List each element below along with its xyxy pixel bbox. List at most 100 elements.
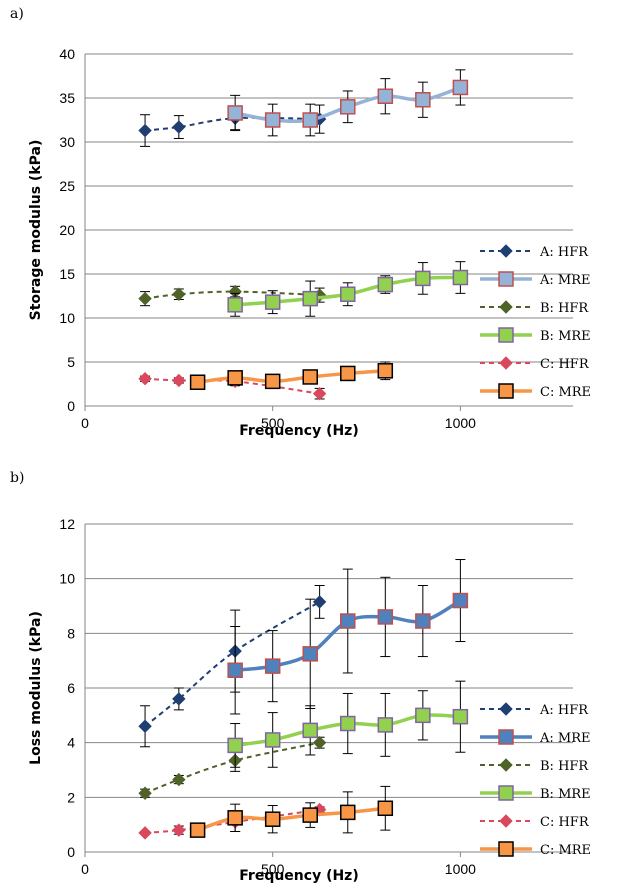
x-tick-label: 500 <box>261 861 285 877</box>
y-tick-label: 10 <box>59 310 75 326</box>
data-point <box>452 708 469 725</box>
legend-label: A: MRE <box>539 731 591 746</box>
data-point <box>302 290 318 307</box>
data-point <box>172 692 186 706</box>
data-point <box>227 810 243 826</box>
x-tick-label: 1000 <box>445 861 476 877</box>
data-point <box>264 811 281 827</box>
data-point <box>172 287 186 301</box>
data-point <box>312 735 327 750</box>
x-tick-label: 0 <box>81 415 89 431</box>
y-tick-label: 0 <box>67 844 75 860</box>
y-tick-label: 10 <box>59 571 75 587</box>
series-line <box>197 806 386 832</box>
data-point <box>227 737 243 754</box>
data-point <box>227 662 243 678</box>
data-point <box>172 120 186 134</box>
data-point <box>377 800 394 817</box>
data-point <box>189 822 206 838</box>
legend-entry: B: HFR <box>480 300 589 316</box>
series-line <box>144 601 321 728</box>
data-point <box>138 786 152 800</box>
data-point <box>312 386 327 401</box>
data-point <box>377 717 394 733</box>
data-point <box>264 732 281 748</box>
legend-entry: B: MRE <box>480 327 591 344</box>
series-3 <box>227 261 469 317</box>
data-point <box>189 374 206 390</box>
data-point <box>172 823 186 837</box>
legend-entry: A: MRE <box>480 729 591 746</box>
data-point <box>227 297 243 313</box>
data-point <box>452 592 469 609</box>
data-point <box>415 270 431 287</box>
data-point <box>312 595 327 609</box>
legend-label: C: MRE <box>540 385 591 400</box>
panel-label: a) <box>10 6 24 22</box>
y-tick-label: 20 <box>59 222 75 238</box>
legend-entry: C: MRE <box>480 383 591 400</box>
series-3 <box>227 680 469 768</box>
data-point <box>452 269 469 286</box>
legend-entry: A: MRE <box>480 271 591 288</box>
data-point <box>227 370 243 386</box>
series-1 <box>227 69 469 137</box>
legend-label: A: HFR <box>539 245 589 260</box>
data-point <box>264 373 281 390</box>
data-point <box>377 88 394 104</box>
y-axis-title: Loss modulus (kPa) <box>28 611 44 765</box>
series-line <box>144 116 320 132</box>
series-5 <box>189 785 394 838</box>
legend-entry: B: HFR <box>480 758 589 774</box>
legend-marker <box>499 300 513 314</box>
data-point <box>172 772 186 787</box>
x-tick-label: 0 <box>81 861 89 877</box>
data-point <box>377 363 394 379</box>
data-point <box>302 722 318 739</box>
y-tick-label: 5 <box>67 354 75 370</box>
y-tick-label: 15 <box>59 266 75 282</box>
data-point <box>264 112 281 128</box>
data-point <box>302 369 318 385</box>
data-point <box>302 646 318 662</box>
data-point <box>415 707 431 724</box>
legend-label: C: HFR <box>540 815 590 830</box>
data-point <box>302 807 318 823</box>
legend-label: B: MRE <box>540 329 591 344</box>
y-axis-title: Storage modulus (kPa) <box>28 140 44 321</box>
data-point <box>138 123 152 138</box>
chart-panel-1: a) 0 5 10 15 20 25 30 35 40 0 500 1000 Frequency (Hz)… <box>10 6 591 439</box>
y-tick-label: 4 <box>67 735 75 751</box>
x-tick-label: 500 <box>261 415 285 431</box>
series-2 <box>138 284 327 307</box>
y-tick-label: 0 <box>67 398 75 414</box>
series-1 <box>227 559 469 715</box>
legend-marker <box>498 729 514 745</box>
legend-marker <box>499 702 513 716</box>
data-point <box>138 291 152 306</box>
data-point <box>415 92 431 108</box>
legend-marker <box>499 356 513 370</box>
x-tick-label: 1000 <box>445 415 476 431</box>
legend-entry: A: HFR <box>480 702 589 718</box>
legend-label: A: HFR <box>539 703 589 718</box>
y-tick-label: 40 <box>59 46 75 62</box>
legend-label: B: HFR <box>540 301 589 316</box>
data-point <box>377 609 394 625</box>
data-point <box>340 715 356 732</box>
legend-label: A: MRE <box>539 273 591 288</box>
data-point <box>227 105 243 121</box>
data-point <box>340 365 356 382</box>
legend-label: C: MRE <box>540 843 591 858</box>
data-point <box>340 286 356 302</box>
data-point <box>138 719 152 733</box>
panel-label: b) <box>10 470 24 486</box>
chart-panel-2: b) 0 2 4 6 8 10 12 0 500 1000 Frequency (Hz) Loss mo… <box>10 470 591 884</box>
legend-label: B: HFR <box>540 759 589 774</box>
data-point <box>138 826 152 840</box>
legend-label: B: MRE <box>540 787 591 802</box>
data-point <box>415 613 431 629</box>
series-5 <box>189 361 394 390</box>
legend-marker <box>498 785 514 801</box>
